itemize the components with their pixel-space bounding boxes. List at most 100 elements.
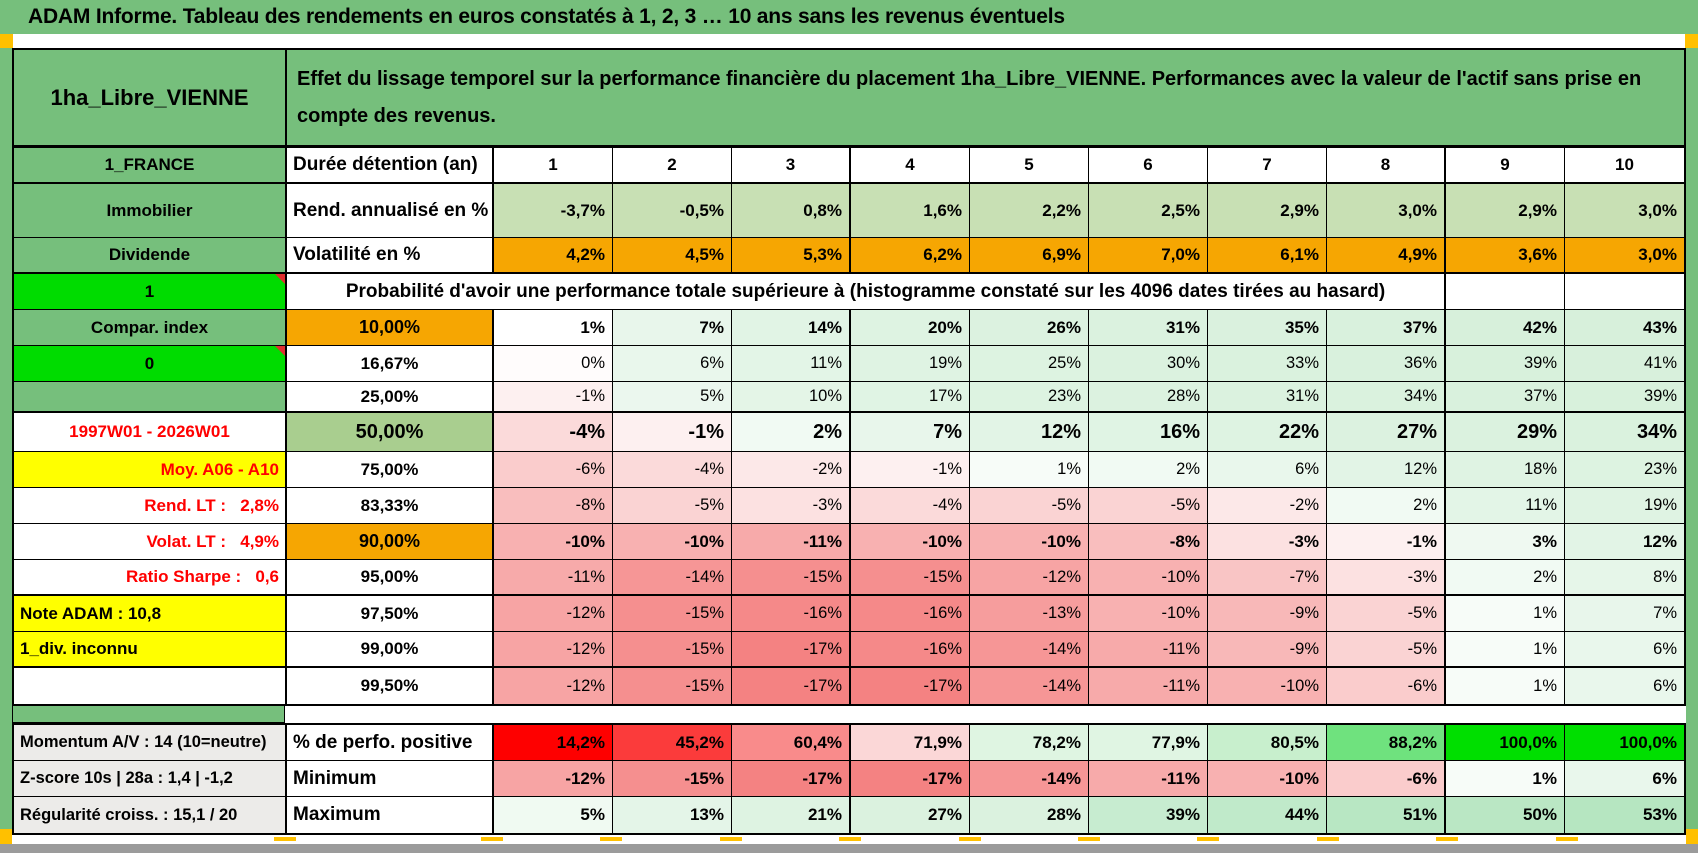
data-cell[interactable]: 3,6% bbox=[1446, 238, 1565, 274]
data-cell[interactable]: 60,4% bbox=[732, 725, 851, 761]
data-cell[interactable]: 31% bbox=[1208, 382, 1327, 413]
data-cell[interactable]: -10% bbox=[851, 524, 970, 560]
data-cell[interactable]: 6,2% bbox=[851, 238, 970, 274]
data-cell[interactable]: -12% bbox=[970, 560, 1089, 596]
data-cell[interactable]: -17% bbox=[851, 761, 970, 797]
data-cell[interactable]: 5% bbox=[494, 797, 613, 833]
row-header-cell[interactable]: 95,00% bbox=[287, 560, 494, 596]
data-cell[interactable]: 78,2% bbox=[970, 725, 1089, 761]
data-cell[interactable]: -1% bbox=[494, 382, 613, 413]
data-cell[interactable]: 37% bbox=[1446, 382, 1565, 413]
data-cell[interactable]: 16% bbox=[1089, 413, 1208, 452]
row-label-cell[interactable]: 0 bbox=[14, 346, 287, 382]
data-cell[interactable]: 53% bbox=[1565, 797, 1684, 833]
row-label-cell[interactable]: Régularité croiss. : 15,1 / 20 bbox=[14, 797, 287, 833]
data-cell[interactable]: -4% bbox=[613, 452, 732, 488]
data-cell[interactable]: 20% bbox=[851, 310, 970, 346]
data-cell[interactable]: -4% bbox=[851, 488, 970, 524]
data-cell[interactable]: 14,2% bbox=[494, 725, 613, 761]
data-cell[interactable]: 1% bbox=[970, 452, 1089, 488]
data-cell[interactable]: 19% bbox=[851, 346, 970, 382]
data-cell[interactable]: -12% bbox=[494, 596, 613, 632]
data-cell[interactable]: -6% bbox=[494, 452, 613, 488]
data-cell[interactable]: 28% bbox=[970, 797, 1089, 833]
row-header-cell[interactable]: 50,00% bbox=[287, 413, 494, 452]
data-cell[interactable]: -3% bbox=[732, 488, 851, 524]
data-cell[interactable]: 12% bbox=[970, 413, 1089, 452]
column-header-cell[interactable]: 10 bbox=[1565, 148, 1684, 184]
data-cell[interactable]: 2% bbox=[1089, 452, 1208, 488]
row-label-cell[interactable]: Note ADAM : 10,8 bbox=[14, 596, 287, 632]
row-label-cell[interactable]: Momentum A/V : 14 (10=neutre) bbox=[14, 725, 287, 761]
data-cell[interactable]: 39% bbox=[1089, 797, 1208, 833]
row-label-cell[interactable]: 1_FRANCE bbox=[14, 148, 287, 184]
data-cell[interactable] bbox=[1446, 274, 1565, 310]
data-cell[interactable]: -11% bbox=[494, 560, 613, 596]
data-cell[interactable]: -6% bbox=[1327, 668, 1446, 704]
data-cell[interactable]: -15% bbox=[613, 668, 732, 704]
column-header-cell[interactable]: 5 bbox=[970, 148, 1089, 184]
data-cell[interactable]: 1% bbox=[494, 310, 613, 346]
row-header-cell[interactable]: Volatilité en % bbox=[287, 238, 494, 274]
column-header-cell[interactable]: 7 bbox=[1208, 148, 1327, 184]
row-header-cell[interactable]: 75,00% bbox=[287, 452, 494, 488]
data-cell[interactable]: -4% bbox=[494, 413, 613, 452]
row-header-cell[interactable]: 10,00% bbox=[287, 310, 494, 346]
row-header-cell[interactable]: Maximum bbox=[287, 797, 494, 833]
data-cell[interactable]: 28% bbox=[1089, 382, 1208, 413]
column-header-cell[interactable]: 4 bbox=[851, 148, 970, 184]
data-cell[interactable]: 0% bbox=[494, 346, 613, 382]
data-cell[interactable]: -14% bbox=[970, 668, 1089, 704]
data-cell[interactable]: 3,0% bbox=[1565, 184, 1684, 238]
data-cell[interactable]: 88,2% bbox=[1327, 725, 1446, 761]
data-cell[interactable]: 50% bbox=[1446, 797, 1565, 833]
data-cell[interactable]: 2,9% bbox=[1208, 184, 1327, 238]
row-header-cell[interactable]: % de perfo. positive bbox=[287, 725, 494, 761]
data-cell[interactable]: 2% bbox=[1327, 488, 1446, 524]
row-label-cell[interactable] bbox=[14, 382, 287, 413]
data-cell[interactable]: 26% bbox=[970, 310, 1089, 346]
row-label-cell[interactable]: Ratio Sharpe : 0,6 bbox=[14, 560, 287, 596]
row-label-cell[interactable] bbox=[14, 668, 287, 704]
data-cell[interactable]: -5% bbox=[970, 488, 1089, 524]
data-cell[interactable]: 3,0% bbox=[1327, 184, 1446, 238]
row-label-cell[interactable]: Rend. LT : 2,8% bbox=[14, 488, 287, 524]
data-cell[interactable]: 18% bbox=[1446, 452, 1565, 488]
data-cell[interactable]: 19% bbox=[1565, 488, 1684, 524]
data-cell[interactable]: -5% bbox=[1327, 632, 1446, 668]
row-header-cell[interactable]: Durée détention (an) bbox=[287, 148, 494, 184]
column-header-cell[interactable]: 9 bbox=[1446, 148, 1565, 184]
data-cell[interactable]: 3% bbox=[1446, 524, 1565, 560]
data-cell[interactable]: -14% bbox=[970, 632, 1089, 668]
data-cell[interactable]: -1% bbox=[1327, 524, 1446, 560]
data-cell[interactable]: 44% bbox=[1208, 797, 1327, 833]
data-cell[interactable]: 7% bbox=[851, 413, 970, 452]
data-cell[interactable]: 3,0% bbox=[1565, 238, 1684, 274]
data-cell[interactable]: 41% bbox=[1565, 346, 1684, 382]
data-cell[interactable] bbox=[1565, 274, 1684, 310]
column-header-cell[interactable]: 3 bbox=[732, 148, 851, 184]
data-cell[interactable]: -15% bbox=[732, 560, 851, 596]
data-cell[interactable]: 25% bbox=[970, 346, 1089, 382]
data-cell[interactable]: 14% bbox=[732, 310, 851, 346]
data-cell[interactable]: -3,7% bbox=[494, 184, 613, 238]
data-cell[interactable]: 43% bbox=[1565, 310, 1684, 346]
data-cell[interactable]: 6% bbox=[1208, 452, 1327, 488]
data-cell[interactable]: -12% bbox=[494, 668, 613, 704]
data-cell[interactable]: 22% bbox=[1208, 413, 1327, 452]
data-cell[interactable]: 6,1% bbox=[1208, 238, 1327, 274]
data-cell[interactable]: 0,8% bbox=[732, 184, 851, 238]
data-cell[interactable]: 29% bbox=[1446, 413, 1565, 452]
row-label-cell[interactable]: Z-score 10s | 28a : 1,4 | -1,2 bbox=[14, 761, 287, 797]
data-cell[interactable]: -6% bbox=[1327, 761, 1446, 797]
data-cell[interactable]: -17% bbox=[732, 668, 851, 704]
data-cell[interactable]: -12% bbox=[494, 632, 613, 668]
data-cell[interactable]: -5% bbox=[613, 488, 732, 524]
data-cell[interactable]: -15% bbox=[851, 560, 970, 596]
row-header-cell[interactable]: Minimum bbox=[287, 761, 494, 797]
separator-cell[interactable] bbox=[12, 706, 285, 723]
data-cell[interactable]: 27% bbox=[851, 797, 970, 833]
data-cell[interactable]: 6% bbox=[1565, 761, 1684, 797]
data-cell[interactable]: -10% bbox=[1208, 761, 1327, 797]
data-cell[interactable]: 34% bbox=[1327, 382, 1446, 413]
